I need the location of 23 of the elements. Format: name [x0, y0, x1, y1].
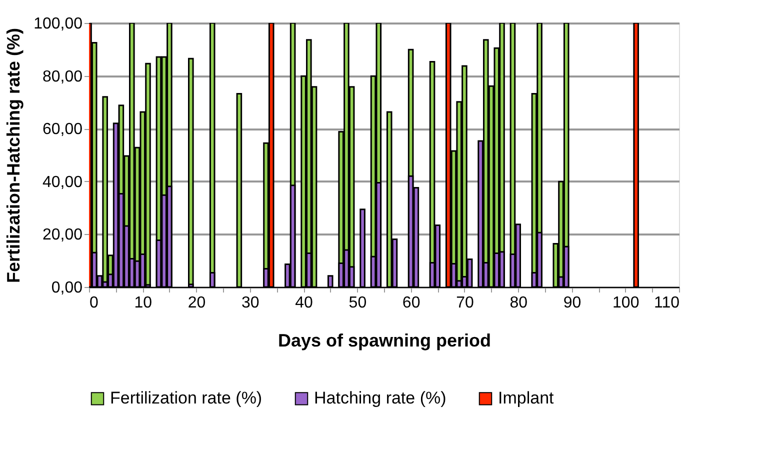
y-tick-label: 80,00: [42, 68, 83, 86]
x-tick-label: 50: [348, 294, 367, 312]
x-tick-label: 40: [295, 294, 314, 312]
x-tick-label: 110: [654, 294, 680, 312]
y-tick-label: 0,00: [51, 280, 83, 296]
x-tick-label: 30: [242, 294, 260, 312]
y-tick-label: 100,00: [34, 16, 83, 32]
x-tick-label: 10: [134, 294, 152, 312]
x-tick-label: 0: [90, 294, 98, 312]
y-tick-label: 60,00: [42, 121, 83, 138]
legend-label: Implant: [498, 388, 554, 408]
x-tick-label: 20: [188, 294, 206, 312]
x-tick-label: 60: [402, 294, 420, 312]
x-tick-label: 80: [510, 294, 528, 312]
y-tick-label: 40,00: [42, 174, 83, 191]
x-tick-label: 90: [563, 294, 582, 312]
y-axis-title: Fertilization-Hatching rate (%): [4, 28, 24, 284]
x-axis-title: Days of spawning period: [278, 330, 492, 350]
x-tick-label: 70: [456, 294, 474, 312]
x-tick-label: 100: [612, 294, 640, 312]
y-tick-label: 20,00: [42, 226, 83, 244]
legend-label: Hatching rate (%): [314, 388, 446, 408]
legend-label: Fertilization rate (%): [110, 388, 262, 408]
